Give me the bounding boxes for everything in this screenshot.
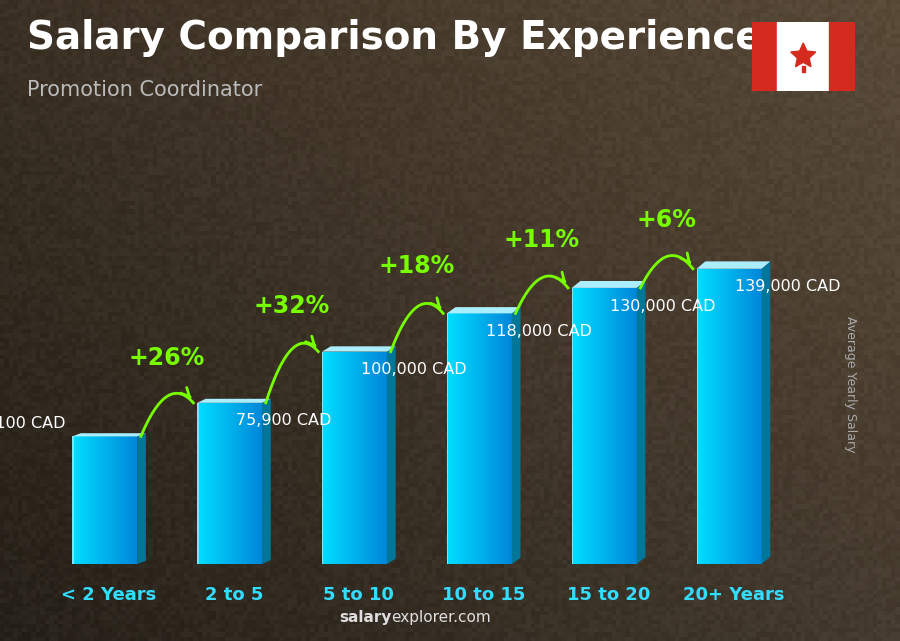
Text: 75,900 CAD: 75,900 CAD xyxy=(236,413,331,428)
Text: +11%: +11% xyxy=(504,228,580,252)
Text: salary: salary xyxy=(339,610,392,625)
Polygon shape xyxy=(387,346,396,564)
Text: Average Yearly Salary: Average Yearly Salary xyxy=(844,317,857,453)
Text: 139,000 CAD: 139,000 CAD xyxy=(735,279,841,294)
Polygon shape xyxy=(572,281,645,288)
Text: 100,000 CAD: 100,000 CAD xyxy=(361,362,466,378)
Polygon shape xyxy=(72,433,146,437)
Text: +6%: +6% xyxy=(636,208,697,231)
Text: 2 to 5: 2 to 5 xyxy=(204,587,263,604)
Polygon shape xyxy=(697,262,770,269)
Polygon shape xyxy=(447,307,520,313)
Text: < 2 Years: < 2 Years xyxy=(61,587,157,604)
Polygon shape xyxy=(262,399,271,564)
Text: 5 to 10: 5 to 10 xyxy=(323,587,394,604)
Text: 118,000 CAD: 118,000 CAD xyxy=(486,324,591,339)
Text: +32%: +32% xyxy=(254,294,330,318)
Polygon shape xyxy=(761,262,770,564)
Bar xyxy=(752,22,778,90)
Text: 10 to 15: 10 to 15 xyxy=(442,587,526,604)
Text: 15 to 20: 15 to 20 xyxy=(567,587,651,604)
Text: explorer.com: explorer.com xyxy=(392,610,491,625)
Text: 20+ Years: 20+ Years xyxy=(683,587,784,604)
Polygon shape xyxy=(791,43,815,67)
Bar xyxy=(829,22,855,90)
Polygon shape xyxy=(197,399,271,403)
Text: Salary Comparison By Experience: Salary Comparison By Experience xyxy=(27,19,761,57)
Polygon shape xyxy=(322,346,396,352)
Polygon shape xyxy=(137,433,146,564)
Text: 60,100 CAD: 60,100 CAD xyxy=(0,416,66,431)
Text: 130,000 CAD: 130,000 CAD xyxy=(610,299,716,313)
Bar xyxy=(778,22,829,90)
Polygon shape xyxy=(512,307,520,564)
Text: +18%: +18% xyxy=(379,254,455,278)
Text: Promotion Coordinator: Promotion Coordinator xyxy=(27,80,262,100)
Text: +26%: +26% xyxy=(129,346,205,370)
Polygon shape xyxy=(636,281,645,564)
